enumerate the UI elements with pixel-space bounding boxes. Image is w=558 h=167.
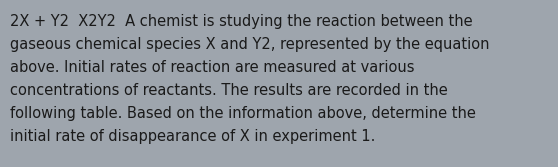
Text: 2X + Y2  X2Y2  A chemist is studying the reaction between the: 2X + Y2 X2Y2 A chemist is studying the r…: [10, 14, 473, 29]
Text: above. Initial rates of reaction are measured at various: above. Initial rates of reaction are mea…: [10, 60, 415, 75]
Text: concentrations of reactants. The results are recorded in the: concentrations of reactants. The results…: [10, 83, 448, 98]
Text: initial rate of disappearance of X in experiment 1.: initial rate of disappearance of X in ex…: [10, 129, 376, 144]
Text: following table. Based on the information above, determine the: following table. Based on the informatio…: [10, 106, 476, 121]
Text: gaseous chemical species X and Y2, represented by the equation: gaseous chemical species X and Y2, repre…: [10, 37, 489, 52]
